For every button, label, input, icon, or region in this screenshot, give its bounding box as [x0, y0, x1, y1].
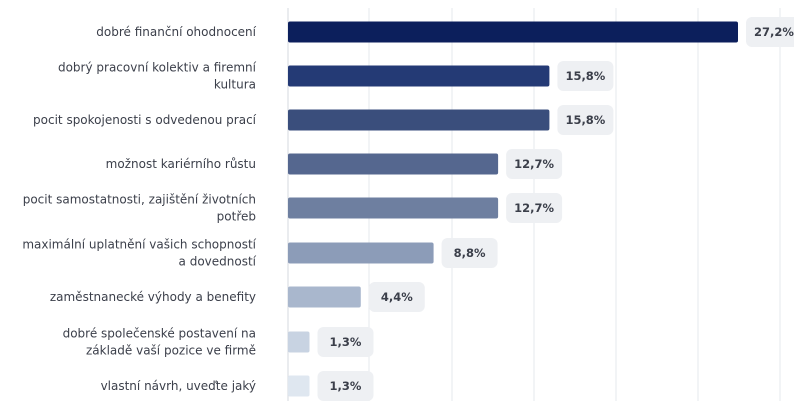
value-label: 12,7%	[514, 201, 554, 215]
bar	[288, 375, 310, 397]
value-badge	[317, 371, 374, 401]
category-label-line: a dovedností	[179, 255, 257, 269]
bar	[288, 21, 738, 43]
bar	[288, 65, 550, 87]
value-label: 27,2%	[754, 25, 794, 39]
value-badge	[557, 61, 614, 91]
bar	[288, 153, 499, 175]
category-label: možnost kariérního růstu	[106, 157, 256, 171]
category-label: dobré finanční ohodnocení	[96, 25, 256, 39]
bar	[288, 197, 499, 219]
category-label-line: možnost kariérního růstu	[106, 157, 256, 171]
value-badge	[557, 105, 614, 135]
value-label: 8,8%	[454, 246, 486, 260]
category-label-line: pocit spokojenosti s odvedenou prací	[33, 113, 257, 127]
category-label: zaměstnanecké výhody a benefity	[50, 290, 256, 304]
category-label-line: základě vaší pozice ve firmě	[86, 344, 256, 358]
category-label-line: vlastní návrh, uveďte jaký	[101, 379, 256, 393]
bar	[288, 286, 361, 308]
category-label-line: dobré finanční ohodnocení	[96, 25, 256, 39]
value-label: 4,4%	[381, 290, 413, 304]
value-label: 12,7%	[514, 157, 554, 171]
category-label-line: kultura	[214, 78, 256, 92]
value-label: 1,3%	[330, 379, 362, 393]
category-label-line: dobré společenské postavení na	[63, 327, 256, 341]
value-label: 15,8%	[565, 113, 605, 127]
category-label-line: pocit samostatnosti, zajištění životních	[23, 193, 256, 207]
value-badge	[506, 149, 563, 179]
value-badge	[506, 193, 563, 223]
bar	[288, 242, 434, 264]
value-badge	[317, 327, 374, 357]
value-label: 1,3%	[330, 335, 362, 349]
category-label: pocit spokojenosti s odvedenou prací	[33, 113, 257, 127]
category-label: maximální uplatnění vašich schopností a d…	[22, 238, 256, 269]
value-badge	[441, 238, 498, 268]
category-label-line: dobrý pracovní kolektiv a firemní	[58, 61, 257, 75]
category-label: vlastní návrh, uveďte jaký	[101, 379, 256, 393]
category-label-line: maximální uplatnění vašich schopností	[22, 238, 256, 252]
category-label: dobrý pracovní kolektiv a firemní kultura	[58, 61, 257, 92]
bar	[288, 331, 310, 353]
value-label: 15,8%	[565, 69, 605, 83]
bar	[288, 109, 550, 131]
category-label-line: zaměstnanecké výhody a benefity	[50, 290, 256, 304]
value-badge	[368, 282, 425, 312]
category-label-line: potřeb	[217, 210, 256, 224]
value-badge	[746, 17, 794, 47]
category-label: dobré společenské postavení na základě va…	[63, 327, 256, 358]
category-label: pocit samostatnosti, zajištění životních…	[23, 193, 256, 224]
